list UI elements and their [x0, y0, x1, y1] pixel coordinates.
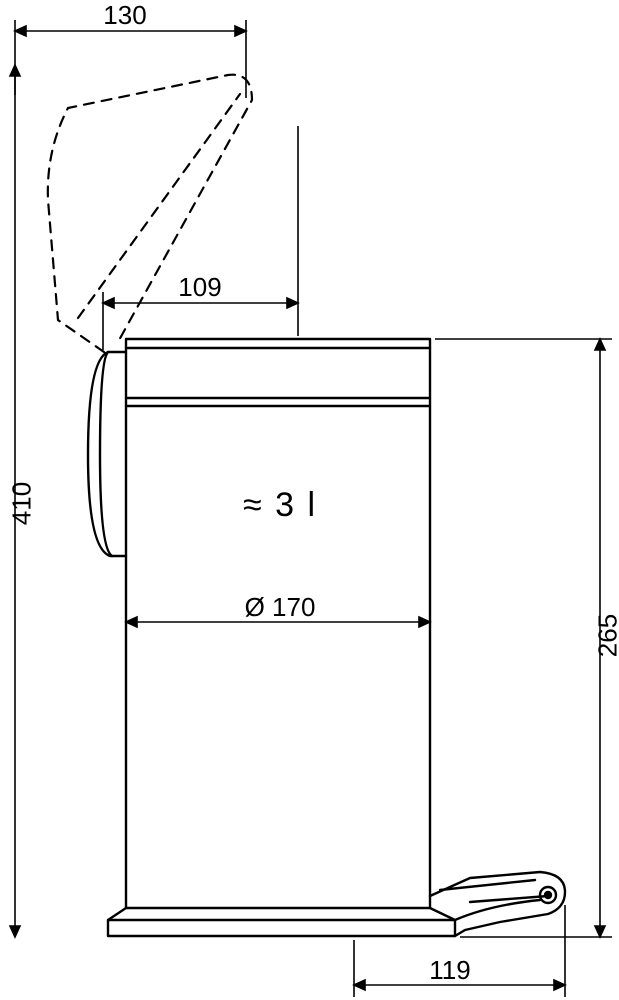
dim-lid-width: 109 — [170, 272, 230, 303]
dim-right-height: 265 — [593, 606, 619, 666]
dim-volume: ≈ 3 l — [200, 486, 360, 525]
dim-top-width: 130 — [95, 0, 155, 31]
drawing-stage: 130 109 ≈ 3 l Ø 170 119 410 265 — [0, 0, 619, 1000]
dim-diameter: Ø 170 — [220, 592, 340, 623]
dim-pedal-width: 119 — [420, 955, 480, 986]
dim-left-height: 410 — [7, 474, 38, 534]
